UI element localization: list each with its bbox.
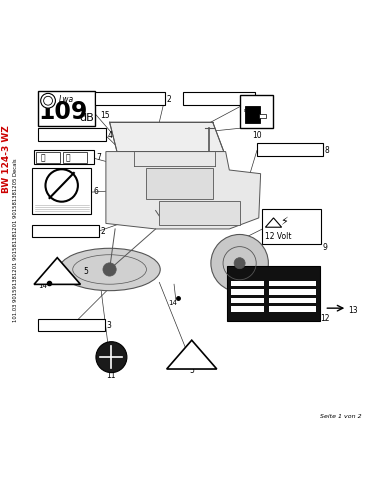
FancyBboxPatch shape bbox=[38, 319, 105, 331]
Text: 6: 6 bbox=[94, 187, 99, 196]
Bar bbox=[259, 114, 266, 119]
Text: 10: 10 bbox=[252, 131, 261, 140]
Text: 13: 13 bbox=[348, 306, 357, 315]
Text: Lwa: Lwa bbox=[59, 95, 74, 104]
Text: !: ! bbox=[54, 265, 60, 278]
Polygon shape bbox=[106, 152, 260, 229]
Bar bbox=[269, 298, 316, 303]
Ellipse shape bbox=[59, 248, 160, 291]
Text: 101.03 901591381201 901581381201 901581381205 Decals: 101.03 901591381201 901581381201 9015813… bbox=[13, 158, 18, 322]
Text: 12 Volt: 12 Volt bbox=[265, 232, 291, 241]
Text: dB: dB bbox=[79, 113, 94, 123]
Text: 7: 7 bbox=[96, 153, 101, 162]
Text: 2: 2 bbox=[100, 227, 105, 236]
Bar bbox=[147, 168, 213, 200]
Circle shape bbox=[96, 342, 127, 372]
Text: !: ! bbox=[272, 220, 275, 226]
Text: 8: 8 bbox=[324, 146, 329, 155]
FancyBboxPatch shape bbox=[34, 150, 94, 164]
Text: 15: 15 bbox=[100, 111, 110, 120]
Bar bbox=[269, 289, 316, 295]
Polygon shape bbox=[110, 122, 224, 152]
Bar bbox=[231, 306, 264, 312]
Polygon shape bbox=[265, 218, 282, 227]
Circle shape bbox=[211, 234, 268, 292]
FancyBboxPatch shape bbox=[257, 144, 323, 156]
Text: 2: 2 bbox=[166, 95, 171, 104]
Text: 1: 1 bbox=[257, 95, 262, 104]
Circle shape bbox=[103, 263, 116, 276]
Text: 14: 14 bbox=[38, 283, 47, 289]
Polygon shape bbox=[34, 258, 80, 284]
Text: 9: 9 bbox=[322, 243, 327, 252]
Text: Seite 1 von 2: Seite 1 von 2 bbox=[320, 414, 362, 419]
Polygon shape bbox=[166, 340, 217, 369]
Text: 109: 109 bbox=[39, 100, 88, 124]
Text: 12: 12 bbox=[321, 314, 330, 323]
Text: 3: 3 bbox=[107, 321, 111, 330]
Bar bbox=[269, 306, 316, 312]
Text: 4: 4 bbox=[108, 131, 112, 140]
Bar bbox=[231, 280, 264, 286]
Bar bbox=[245, 106, 260, 123]
Bar bbox=[231, 289, 264, 295]
Text: 14: 14 bbox=[168, 300, 177, 306]
FancyBboxPatch shape bbox=[228, 266, 320, 321]
Text: !: ! bbox=[189, 349, 195, 362]
Bar bbox=[159, 201, 240, 225]
Text: 🔒: 🔒 bbox=[66, 153, 71, 162]
FancyBboxPatch shape bbox=[95, 92, 165, 105]
FancyBboxPatch shape bbox=[262, 209, 321, 244]
FancyBboxPatch shape bbox=[63, 152, 87, 163]
FancyBboxPatch shape bbox=[36, 152, 60, 163]
FancyBboxPatch shape bbox=[240, 95, 273, 128]
Text: DIESEL: DIESEL bbox=[244, 109, 259, 113]
Text: 🔒: 🔒 bbox=[40, 153, 45, 162]
Text: 5: 5 bbox=[84, 267, 89, 276]
FancyBboxPatch shape bbox=[32, 225, 98, 237]
Circle shape bbox=[234, 258, 245, 269]
Text: 5: 5 bbox=[189, 366, 194, 375]
Text: ⚡: ⚡ bbox=[280, 217, 288, 228]
Bar bbox=[231, 298, 264, 303]
Bar bbox=[269, 280, 316, 286]
FancyBboxPatch shape bbox=[38, 91, 95, 126]
FancyBboxPatch shape bbox=[32, 168, 91, 214]
Circle shape bbox=[41, 94, 56, 108]
Text: 11: 11 bbox=[107, 371, 116, 380]
Text: BW 124-3 WZ: BW 124-3 WZ bbox=[2, 125, 11, 193]
FancyBboxPatch shape bbox=[183, 92, 255, 105]
FancyBboxPatch shape bbox=[38, 128, 106, 141]
